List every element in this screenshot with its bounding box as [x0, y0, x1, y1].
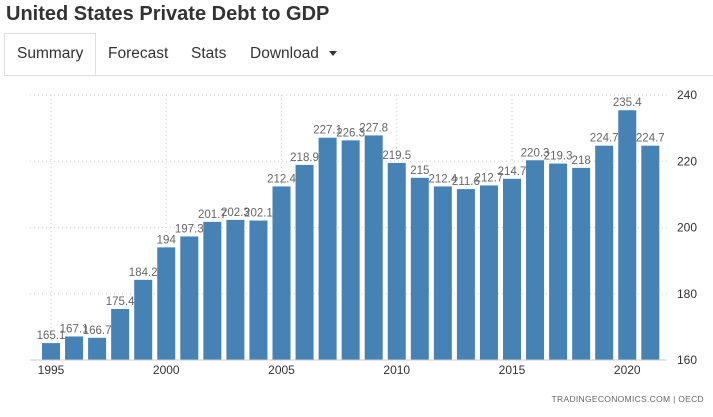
y-tick-label: 200	[677, 221, 697, 235]
y-tick-label: 240	[677, 88, 697, 102]
bar-2013	[456, 189, 475, 360]
data-label: 212.4	[428, 173, 457, 185]
bar-1996	[65, 336, 84, 360]
chevron-down-icon	[329, 51, 338, 57]
data-label: 227.1	[313, 125, 342, 137]
data-label: 194	[157, 234, 177, 246]
bar-2001	[180, 236, 199, 360]
bar-2004	[249, 220, 268, 360]
data-label: 184.2	[129, 267, 158, 279]
tab-download-label: Download	[250, 45, 319, 62]
tab-summary[interactable]: Summary	[4, 33, 97, 75]
bar-1999	[134, 279, 153, 360]
y-tick-label: 180	[677, 287, 697, 301]
tab-stats-label: Stats	[191, 45, 227, 62]
page-title: United States Private Debt to GDP	[6, 3, 330, 25]
data-label: 218.9	[290, 152, 319, 164]
bar-1998	[111, 308, 130, 360]
chart-container: 160 180 200 220 240 165.1 167.1 166.7 175.4 184.2…	[0, 76, 713, 412]
data-label: 219.3	[544, 151, 573, 163]
data-label: 212.4	[267, 173, 296, 185]
source-credit: TRADINGECONOMICS.COM | OECD	[552, 394, 704, 404]
data-label: 202.1	[244, 208, 273, 220]
data-label: 211.6	[452, 176, 480, 188]
data-label: 219.5	[382, 150, 411, 162]
x-tick-label: 2015	[499, 363, 526, 377]
data-label: 175.4	[106, 296, 135, 308]
bar-2015	[503, 178, 521, 360]
bar-2003	[226, 219, 245, 360]
bar-2017	[549, 163, 568, 360]
x-tick-label: 1995	[38, 363, 65, 377]
data-label: 226.3	[336, 127, 365, 139]
bar-2011	[410, 177, 429, 360]
bar-2014	[479, 185, 498, 360]
tab-summary-label: Summary	[17, 45, 84, 62]
data-label: 224.7	[590, 133, 619, 145]
x-tick-label: 2005	[268, 363, 295, 377]
bar-2016	[526, 160, 545, 360]
bar-2012	[433, 186, 452, 360]
data-label: 202.3	[221, 207, 250, 219]
bar-2007	[318, 137, 337, 360]
bar-2009	[364, 135, 383, 360]
bar-2020	[618, 110, 637, 360]
data-label: 215	[410, 165, 429, 177]
bar-1997	[88, 337, 107, 360]
tab-download[interactable]: Download	[250, 33, 338, 75]
bar-2021	[641, 145, 660, 360]
data-label: 197.3	[175, 223, 204, 235]
bar-2000	[157, 247, 176, 360]
bar-2006	[295, 164, 314, 360]
data-label: 218	[572, 155, 591, 167]
data-label: 167.1	[60, 323, 89, 335]
y-tick-label: 220	[677, 154, 697, 168]
bar-2010	[387, 162, 406, 360]
tab-forecast[interactable]: Forecast	[108, 33, 168, 75]
bar-2018	[572, 167, 591, 360]
x-tick-label: 2010	[383, 363, 410, 377]
x-tick-label: 2000	[153, 363, 180, 377]
data-label: 165.1	[37, 330, 66, 342]
data-label: 227.8	[359, 122, 388, 134]
data-label: 166.7	[83, 325, 112, 337]
bar-2005	[272, 186, 291, 360]
bar-2008	[341, 140, 360, 360]
data-label: 214.7	[498, 166, 527, 178]
data-label: 235.4	[613, 97, 642, 109]
bar-2019	[595, 145, 614, 360]
data-label: 201.7	[198, 209, 227, 221]
tab-bar: Summary Forecast Stats Download	[4, 33, 713, 76]
data-label: 220.3	[521, 147, 550, 159]
bar-2002	[203, 221, 222, 360]
y-tick-label: 160	[677, 353, 697, 367]
x-tick-label: 2020	[614, 363, 641, 377]
data-label: 224.7	[636, 133, 665, 145]
data-label: 212.7	[475, 172, 504, 184]
tab-stats[interactable]: Stats	[191, 33, 226, 75]
tab-forecast-label: Forecast	[108, 45, 169, 62]
bar-1995	[42, 343, 60, 360]
